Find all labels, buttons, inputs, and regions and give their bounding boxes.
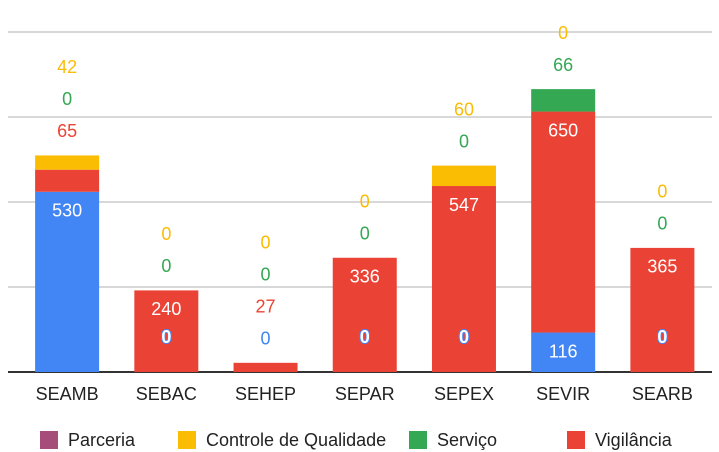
bar-segment xyxy=(134,290,199,372)
data-label: 0 xyxy=(261,265,271,285)
data-label: 42 xyxy=(57,57,77,77)
data-label: 0 xyxy=(657,214,667,234)
bar-segment xyxy=(531,332,596,372)
bar-segment xyxy=(35,155,100,170)
data-label: 0 xyxy=(657,327,667,347)
legend-label: Vigilância xyxy=(595,430,673,450)
data-label: 0 xyxy=(161,327,171,347)
bar-segment xyxy=(630,247,695,372)
legend-swatch xyxy=(40,431,58,449)
data-label: 27 xyxy=(256,297,276,317)
data-label: 0 xyxy=(62,89,72,109)
bar-segment xyxy=(531,89,596,112)
data-label: 0 xyxy=(161,224,171,244)
data-label: 336 xyxy=(350,267,380,287)
data-label: 65 xyxy=(57,121,77,141)
x-tick-label: SEVIR xyxy=(536,384,590,404)
x-tick-label: SEPAR xyxy=(335,384,395,404)
bar-segment xyxy=(35,169,100,192)
data-label: 66 xyxy=(553,55,573,75)
data-label: 0 xyxy=(161,256,171,276)
data-label: 0 xyxy=(459,131,469,151)
data-label: 0 xyxy=(657,182,667,202)
data-label: 60 xyxy=(454,99,474,119)
x-tick-label: SEARB xyxy=(632,384,693,404)
data-label: 240 xyxy=(151,299,181,319)
bar-segment xyxy=(233,362,298,372)
data-label: 0 xyxy=(558,23,568,43)
legend-swatch xyxy=(409,431,427,449)
data-label: 650 xyxy=(548,120,578,140)
data-label: 530 xyxy=(52,201,82,221)
x-tick-label: SEAMB xyxy=(36,384,99,404)
bar-segment xyxy=(35,191,100,372)
legend-label: Parceria xyxy=(68,430,136,450)
legend-swatch xyxy=(178,431,196,449)
data-label: 0 xyxy=(360,224,370,244)
data-label: 547 xyxy=(449,195,479,215)
legend-swatch xyxy=(567,431,585,449)
data-label: 0 xyxy=(261,329,271,349)
data-label: 0 xyxy=(360,192,370,212)
data-label: 0 xyxy=(261,233,271,253)
bar-segment xyxy=(431,186,496,372)
data-label: 0 xyxy=(459,327,469,347)
legend-label: Controle de Qualidade xyxy=(206,430,386,450)
data-label: 365 xyxy=(647,257,677,277)
bar-segment xyxy=(531,111,596,333)
data-label: 0 xyxy=(360,327,370,347)
bar-segment xyxy=(431,165,496,187)
x-tick-label: SEBAC xyxy=(136,384,197,404)
data-label: 116 xyxy=(549,341,578,361)
bar-segment xyxy=(332,257,397,372)
x-tick-label: SEPEX xyxy=(434,384,494,404)
legend-label: Serviço xyxy=(437,430,497,450)
x-tick-label: SEHEP xyxy=(235,384,296,404)
